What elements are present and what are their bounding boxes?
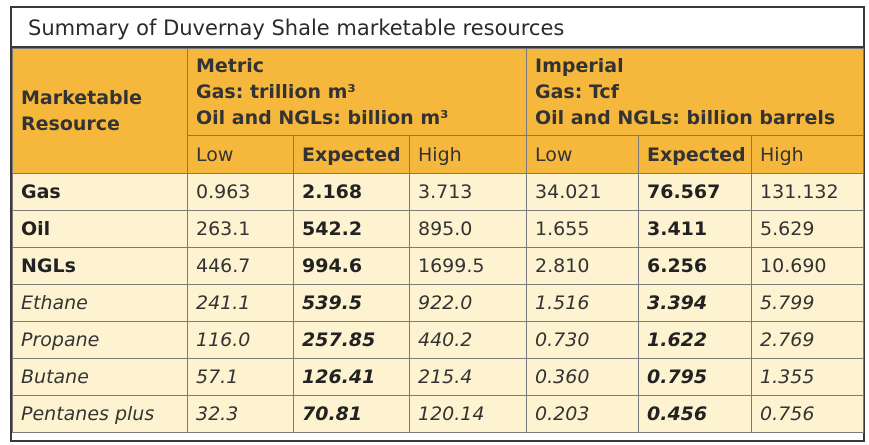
table-cell: 1699.5 — [408, 247, 528, 285]
marketable-resource-line-2: Resource — [21, 113, 120, 135]
table-cell: 1.355 — [751, 358, 865, 396]
table-cell: 263.1 — [187, 210, 294, 248]
table-cell: 0.456 — [638, 395, 753, 433]
table-cell: 3.713 — [408, 173, 528, 211]
table-cell: 57.1 — [187, 358, 294, 396]
table-cell: 0.756 — [751, 395, 865, 433]
table-cell: 0.795 — [638, 358, 753, 396]
row-label: NGLs — [12, 247, 188, 285]
table-cell: 116.0 — [187, 321, 294, 359]
metric-header: Metric Gas: trillion m³ Oil and NGLs: bi… — [186, 48, 528, 136]
table-cell: 994.6 — [293, 247, 410, 285]
table-cell: 76.567 — [638, 173, 753, 211]
table-cell: 3.394 — [638, 284, 753, 322]
table-cell: 10.690 — [751, 247, 865, 285]
header-group-row: Marketable Resource Metric Gas: trillion… — [12, 48, 865, 174]
table-row: NGLs 446.7 994.6 1699.5 2.810 6.256 10.690 — [12, 247, 865, 285]
table-cell: 542.2 — [293, 210, 410, 248]
marketable-resource-header: Marketable Resource — [12, 48, 188, 174]
table-cell: 1.655 — [526, 210, 640, 248]
imperial-header: Imperial Gas: Tcf Oil and NGLs: billion … — [526, 48, 865, 136]
metric-expected-header: Expected — [293, 135, 410, 174]
imperial-expected-header: Expected — [638, 135, 753, 174]
table-cell: 32.3 — [187, 395, 294, 433]
imperial-high-header: High — [751, 135, 865, 174]
metric-gas-unit: Gas: trillion m³ — [196, 81, 356, 103]
table-cell: 1.516 — [526, 284, 640, 322]
table-cell: 6.256 — [638, 247, 753, 285]
table-row: Ethane 241.1 539.5 922.0 1.516 3.394 5.799 — [12, 284, 865, 322]
row-label: Propane — [12, 321, 188, 359]
row-label: Pentanes plus — [12, 395, 188, 433]
row-label: Ethane — [12, 284, 188, 322]
table-row: Gas 0.963 2.168 3.713 34.021 76.567 131.132 — [12, 173, 865, 211]
table-cell: 131.132 — [751, 173, 865, 211]
table-cell: 1.622 — [638, 321, 753, 359]
row-label: Butane — [12, 358, 188, 396]
table-cell: 215.4 — [408, 358, 528, 396]
table-cell: 446.7 — [187, 247, 294, 285]
metric-low-header: Low — [187, 135, 294, 174]
table-cell: 0.730 — [526, 321, 640, 359]
table-cell: 0.360 — [526, 358, 640, 396]
table-cell: 539.5 — [293, 284, 410, 322]
table-cell: 2.769 — [751, 321, 865, 359]
row-label: Gas — [12, 173, 188, 211]
imperial-title: Imperial — [535, 55, 624, 77]
table-cell: 5.799 — [751, 284, 865, 322]
table-cell: 0.963 — [187, 173, 294, 211]
table-row: Propane 116.0 257.85 440.2 0.730 1.622 2.769 — [12, 321, 865, 359]
imperial-oil-ngl-unit: Oil and NGLs: billion barrels — [535, 107, 836, 129]
imperial-gas-unit: Gas: Tcf — [535, 81, 619, 103]
marketable-resource-line-1: Marketable — [21, 87, 143, 109]
row-label: Oil — [12, 210, 188, 248]
table-title: Summary of Duvernay Shale marketable res… — [12, 8, 863, 48]
table-cell: 0.203 — [526, 395, 640, 433]
metric-oil-ngl-unit: Oil and NGLs: billion m³ — [196, 107, 449, 129]
table-cell: 3.411 — [638, 210, 753, 248]
table-row: Butane 57.1 126.41 215.4 0.360 0.795 1.355 — [12, 358, 865, 396]
table-cell: 2.810 — [526, 247, 640, 285]
table-cell: 5.629 — [751, 210, 865, 248]
table-row: Pentanes plus 32.3 70.81 120.14 0.203 0.456 0.… — [12, 395, 865, 433]
resource-summary-table-frame: Summary of Duvernay Shale marketable res… — [10, 6, 865, 442]
table-cell: 257.85 — [293, 321, 410, 359]
table-cell: 34.021 — [526, 173, 640, 211]
table-cell: 2.168 — [293, 173, 410, 211]
table-cell: 241.1 — [187, 284, 294, 322]
table-row: Oil 263.1 542.2 895.0 1.655 3.411 5.629 — [12, 210, 865, 248]
table-cell: 440.2 — [408, 321, 528, 359]
metric-title: Metric — [196, 55, 265, 77]
table-cell: 70.81 — [293, 395, 410, 433]
table-cell: 895.0 — [408, 210, 528, 248]
subheader-row: Low Expected High Low Expected High — [12, 135, 865, 174]
table-cell: 126.41 — [293, 358, 410, 396]
imperial-low-header: Low — [526, 135, 640, 174]
table-cell: 120.14 — [408, 395, 528, 433]
resource-summary-table: Marketable Resource Metric Gas: trillion… — [12, 48, 865, 433]
metric-high-header: High — [408, 135, 528, 174]
table-cell: 922.0 — [408, 284, 528, 322]
